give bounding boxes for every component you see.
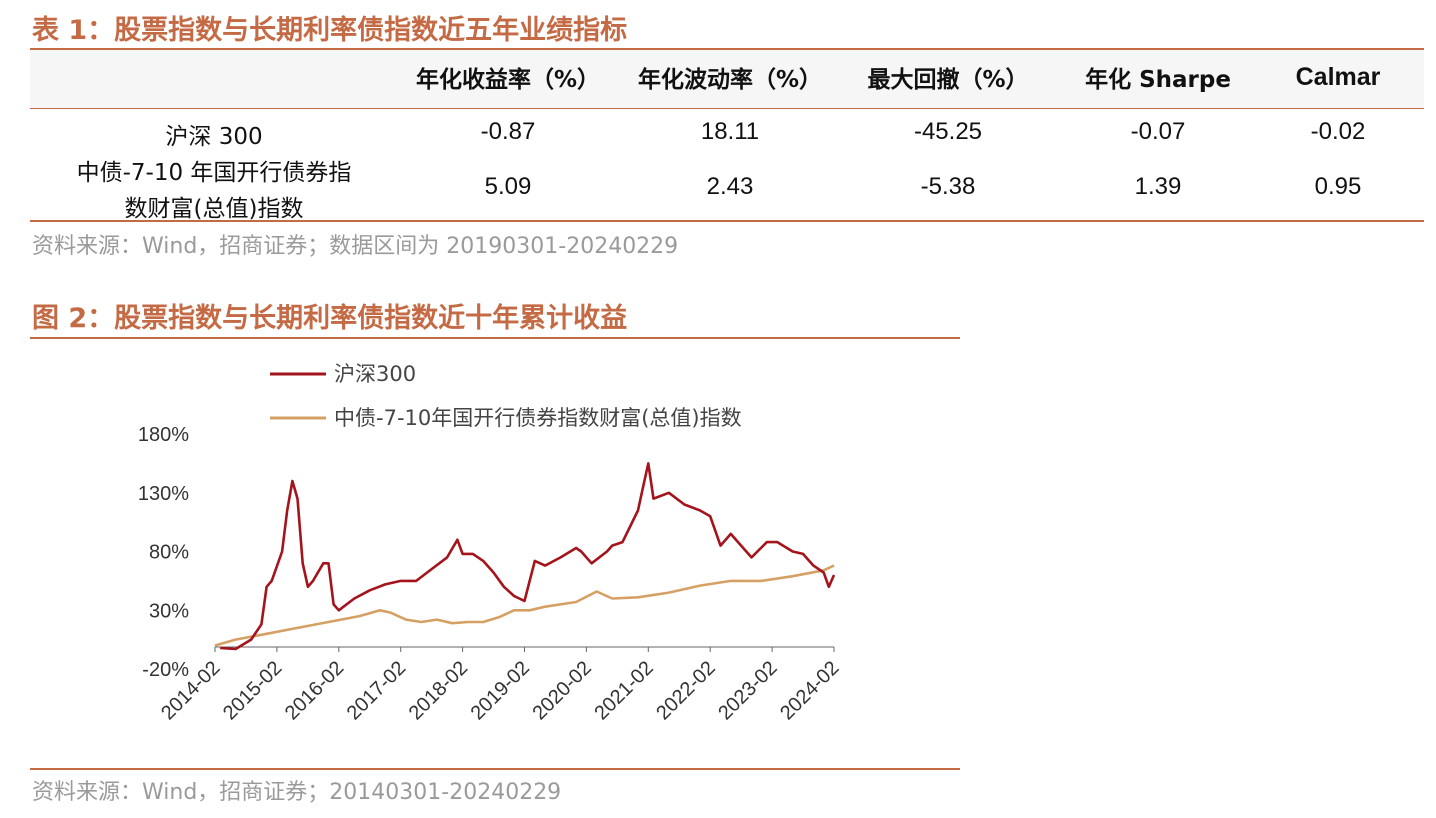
legend-label-bond-index: 中债-7-10年国开行债券指数财富(总值)指数 <box>334 406 742 430</box>
y-tick-label: 180% <box>138 424 189 446</box>
column-header-annual-volatility: 年化波动率（%） <box>637 67 823 93</box>
figure-bottom-rule <box>30 768 960 770</box>
y-tick-label: -20% <box>142 659 189 681</box>
x-tick-label: 2016-02 <box>281 657 348 724</box>
x-axis-tick-labels: 2014-022015-022016-022017-022018-022019-… <box>157 657 843 724</box>
row-label-bond-index-line2: 数财富(总值)指数 <box>124 196 304 222</box>
x-tick-label: 2024-02 <box>776 657 843 724</box>
y-tick-label: 80% <box>149 542 189 564</box>
table-cell: -5.38 <box>920 173 976 200</box>
column-header-annual-return: 年化收益率（%） <box>415 67 601 93</box>
y-axis-tick-labels: 180% 130% 80% 30% -20% <box>138 424 189 681</box>
column-header-calmar: Calmar <box>1295 63 1381 91</box>
x-tick-label: 2023-02 <box>714 657 781 724</box>
table-cell: 1.39 <box>1134 173 1182 200</box>
table-header-background <box>30 50 1424 108</box>
table-cell: -0.07 <box>1130 118 1186 145</box>
figure-source-note: 资料来源：Wind，招商证券；20140301-20240229 <box>32 780 562 805</box>
figure-top-rule <box>30 337 960 339</box>
column-header-max-drawdown: 最大回撤（%） <box>867 67 1029 93</box>
x-tick-label: 2022-02 <box>652 657 719 724</box>
y-tick-label: 30% <box>149 600 189 622</box>
plot-area <box>214 462 836 652</box>
x-tick-label: 2019-02 <box>467 657 534 724</box>
x-tick-label: 2015-02 <box>219 657 286 724</box>
table-cell: 0.95 <box>1314 173 1362 200</box>
table-cell: -45.25 <box>913 118 983 145</box>
table-cell: -0.02 <box>1310 118 1366 145</box>
series-line-csi300 <box>220 462 836 651</box>
x-tick-label: 2020-02 <box>528 657 595 724</box>
table-bottom-rule <box>30 220 1424 222</box>
series-line-bond-index <box>214 564 835 647</box>
x-tick-label: 2017-02 <box>343 657 410 724</box>
table-source-note: 资料来源：Wind，招商证券；数据区间为 20190301-20240229 <box>32 234 679 259</box>
row-label-csi300: 沪深 300 <box>165 124 263 150</box>
chart-legend: 沪深300 中债-7-10年国开行债券指数财富(总值)指数 <box>270 362 742 430</box>
table-title: 表 1：股票指数与长期利率债指数近五年业绩指标 <box>32 15 628 46</box>
table-cell: -0.87 <box>480 118 536 145</box>
table-header-rule <box>30 108 1424 109</box>
table-cell: 5.09 <box>484 173 532 200</box>
table-cell: 2.43 <box>706 173 754 200</box>
table-top-rule <box>30 48 1424 50</box>
row-label-bond-index-line1: 中债-7-10 年国开行债券指 <box>76 160 352 186</box>
legend-label-csi300: 沪深300 <box>334 362 416 386</box>
y-tick-label: 130% <box>138 483 189 505</box>
column-header-sharpe: 年化 Sharpe <box>1085 67 1231 93</box>
figure-title: 图 2：股票指数与长期利率债指数近十年累计收益 <box>32 303 628 334</box>
x-tick-label: 2018-02 <box>405 657 472 724</box>
table-cell: 18.11 <box>700 118 760 145</box>
x-tick-label: 2021-02 <box>590 657 657 724</box>
